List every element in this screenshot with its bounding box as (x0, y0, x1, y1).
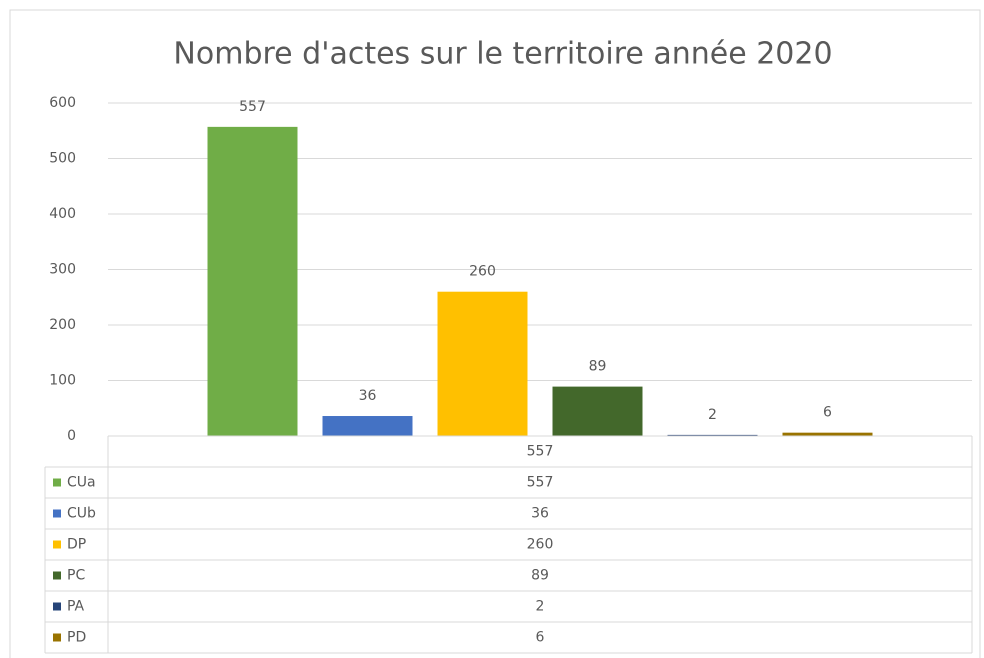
legend-key (53, 602, 61, 611)
data-label: 6 (823, 405, 832, 421)
y-tick-label: 200 (49, 317, 76, 333)
y-tick-label: 100 (49, 373, 76, 389)
legend-label: PD (67, 630, 86, 646)
chart-title: Nombre d'actes sur le territoire année 2… (173, 37, 832, 72)
legend-label: PA (67, 599, 85, 615)
table-value: 557 (527, 475, 554, 491)
table-value: 89 (531, 568, 549, 584)
table-value: 260 (527, 537, 554, 553)
data-label: 2 (708, 407, 717, 423)
y-tick-label: 600 (49, 95, 76, 111)
bar (437, 291, 528, 436)
data-label: 260 (469, 264, 496, 280)
data-label: 36 (359, 388, 377, 404)
bar (207, 126, 298, 437)
table-value: 36 (531, 506, 549, 522)
x-tick-label: 557 (527, 444, 554, 460)
legend-label: DP (67, 537, 86, 553)
legend-key (53, 540, 61, 549)
legend-key (53, 509, 61, 518)
legend-key (53, 571, 61, 580)
data-label: 89 (589, 359, 607, 375)
bar (667, 434, 758, 436)
bar (552, 386, 643, 436)
table-value: 2 (536, 599, 545, 615)
y-tick-label: 400 (49, 206, 76, 222)
legend-label: PC (67, 568, 85, 584)
legend-key (53, 478, 61, 487)
table-value: 6 (536, 630, 545, 646)
bar (322, 416, 413, 436)
bar (782, 432, 873, 436)
y-tick-label: 500 (49, 151, 76, 167)
data-label: 557 (239, 99, 266, 115)
legend-key (53, 633, 61, 642)
y-tick-label: 300 (49, 262, 76, 278)
legend-label: CUa (67, 475, 96, 491)
legend-label: CUb (67, 506, 96, 522)
y-tick-label: 0 (67, 428, 76, 444)
